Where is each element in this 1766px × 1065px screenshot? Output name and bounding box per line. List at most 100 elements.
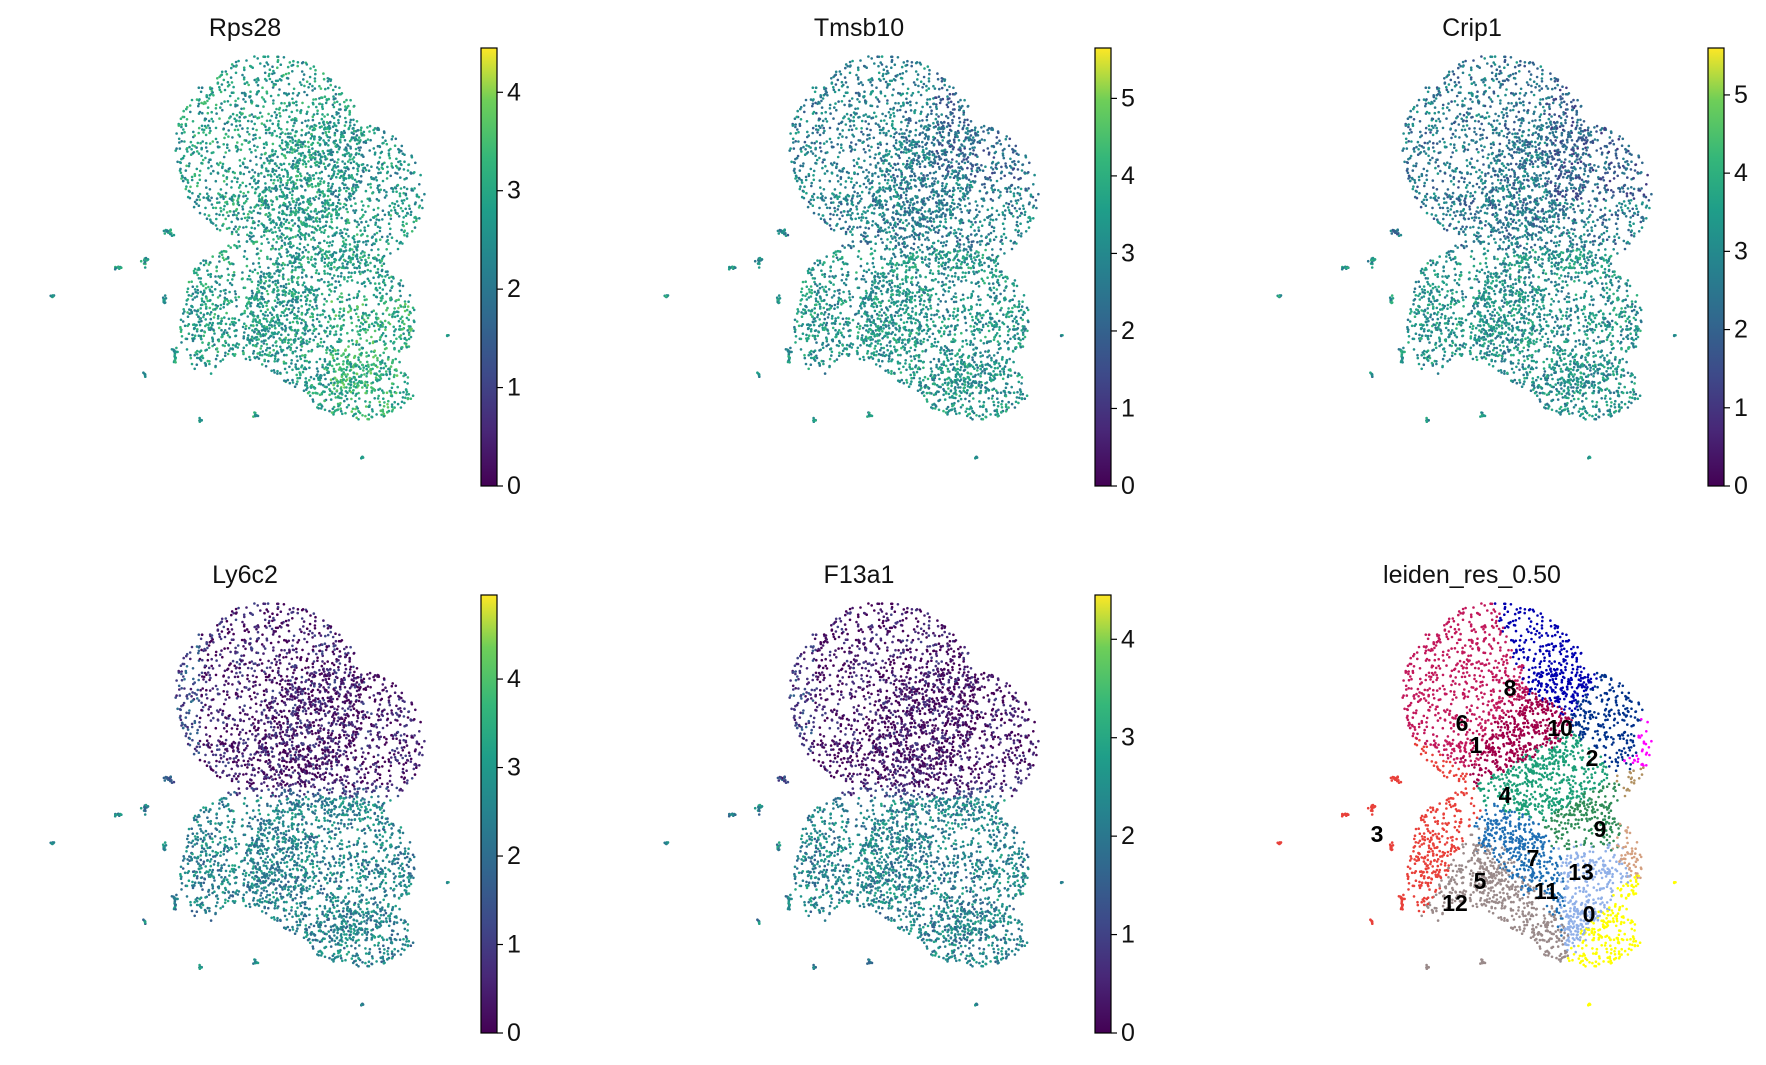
cell-point: [271, 149, 274, 153]
cell-point: [293, 121, 296, 125]
cell-point: [291, 148, 294, 151]
cell-point: [396, 212, 399, 215]
cell-point: [809, 202, 812, 206]
cell-point: [297, 310, 300, 313]
cell-point: [353, 413, 356, 416]
cell-point: [356, 169, 360, 173]
cell-point: [214, 107, 218, 110]
cell-point: [398, 284, 402, 287]
cell-point: [280, 232, 284, 235]
cell-point: [388, 372, 392, 376]
cell-point: [210, 290, 214, 294]
cell-point: [838, 191, 842, 195]
cell-point: [316, 342, 320, 346]
cell-point: [182, 128, 185, 131]
cell-point: [367, 169, 371, 172]
cell-point: [363, 251, 366, 254]
cell-point: [235, 246, 239, 250]
cell-point: [402, 332, 405, 336]
cell-point: [878, 131, 882, 135]
cell-point: [279, 114, 282, 118]
cell-point: [385, 373, 389, 377]
cell-point: [215, 265, 218, 269]
cell-point: [199, 336, 203, 340]
cell-point: [326, 264, 330, 268]
cell-point: [352, 118, 355, 122]
cell-point: [343, 227, 346, 231]
cell-point: [351, 158, 354, 161]
cell-point: [323, 95, 327, 98]
cell-point: [223, 316, 226, 319]
cell-point: [247, 216, 251, 219]
cell-point: [922, 75, 926, 79]
cell-point: [343, 399, 346, 403]
cell-point: [348, 369, 352, 372]
cell-point: [272, 187, 276, 190]
cell-point: [238, 115, 241, 119]
cell-point: [264, 125, 267, 128]
cell-point: [343, 148, 346, 151]
cell-point: [867, 206, 870, 209]
cell-point: [325, 220, 328, 224]
cell-point: [207, 273, 210, 277]
cell-point: [243, 93, 247, 96]
cell-point: [286, 187, 289, 190]
cell-point: [267, 206, 270, 210]
cell-point: [196, 181, 199, 185]
cell-point: [391, 275, 395, 279]
cell-point: [799, 164, 802, 168]
cell-point: [298, 355, 302, 358]
cell-point: [263, 287, 267, 290]
cell-point: [340, 354, 343, 358]
cell-point: [799, 185, 802, 188]
cell-point: [338, 396, 342, 400]
cell-point: [199, 290, 203, 294]
cell-point: [260, 323, 263, 326]
cell-point: [302, 200, 305, 204]
cell-point: [195, 295, 199, 298]
cell-point: [805, 144, 808, 147]
cell-point: [380, 269, 384, 273]
cell-point: [377, 394, 381, 398]
cell-point: [295, 109, 299, 112]
cell-point: [336, 384, 339, 388]
cell-point: [282, 162, 286, 166]
cell-point: [350, 397, 353, 401]
cell-point: [935, 113, 938, 116]
cell-point: [923, 165, 927, 168]
cell-point: [315, 307, 319, 310]
cell-point: [202, 259, 205, 262]
cell-point: [204, 302, 207, 306]
cell-point: [326, 80, 330, 83]
cell-point: [368, 130, 371, 133]
cell-point: [262, 339, 266, 343]
cell-point: [230, 232, 234, 236]
cell-point: [300, 133, 303, 137]
cell-point: [350, 410, 354, 413]
cell-point: [214, 179, 218, 183]
cell-point: [378, 144, 381, 148]
cell-point: [413, 216, 416, 219]
cell-point: [276, 372, 279, 375]
cell-point: [226, 100, 230, 103]
cell-point: [866, 179, 870, 183]
cell-point: [255, 338, 258, 342]
cell-point: [369, 281, 372, 285]
cell-point: [387, 377, 391, 381]
cell-point: [840, 100, 844, 103]
cell-point: [333, 387, 336, 390]
cell-point: [851, 186, 855, 189]
cell-point: [210, 196, 213, 200]
cell-point: [356, 315, 360, 319]
cell-point: [200, 282, 203, 286]
cell-point: [312, 98, 315, 101]
cell-point: [255, 78, 258, 81]
cell-point: [324, 366, 328, 369]
cell-point: [244, 199, 248, 203]
cell-point: [933, 87, 937, 90]
cell-point: [310, 288, 314, 291]
cell-point: [186, 178, 189, 182]
cell-point: [331, 276, 334, 280]
cell-point: [305, 112, 309, 116]
cell-point: [351, 391, 355, 395]
